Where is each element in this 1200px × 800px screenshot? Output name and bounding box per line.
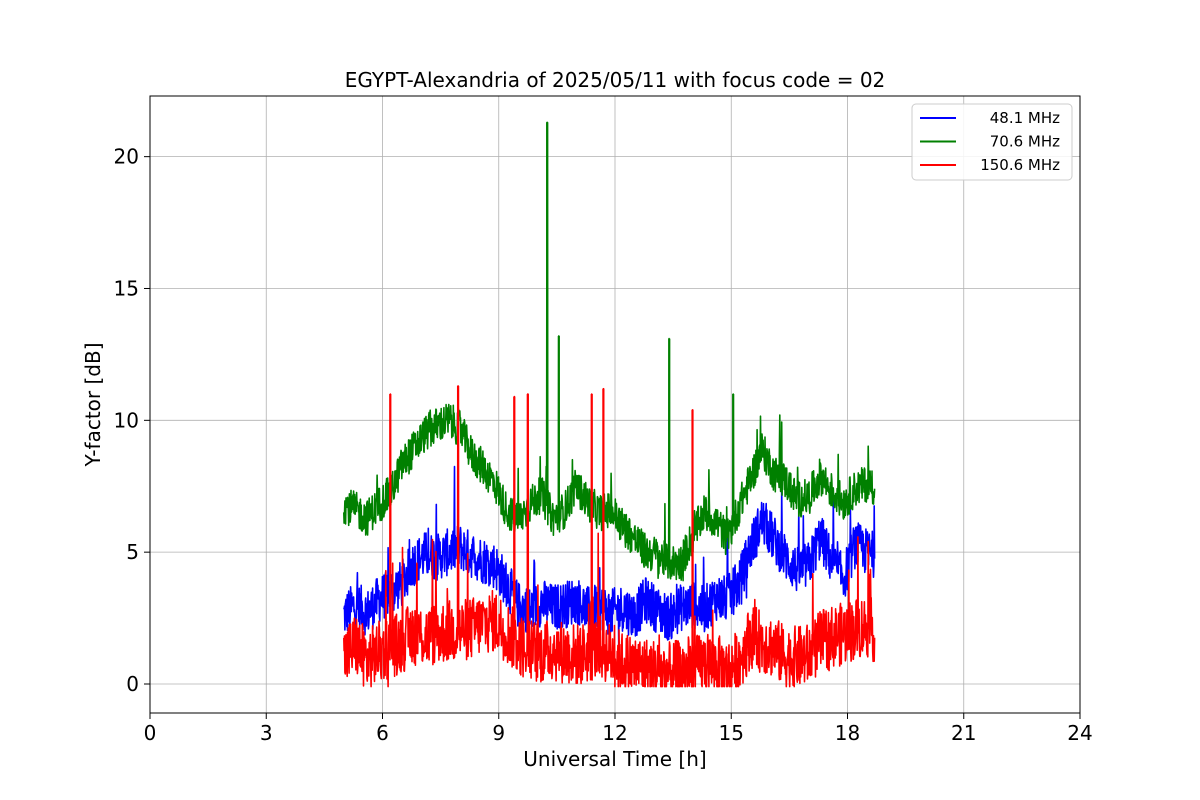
axis-ticks: 0 3 6 9 12 15 18 21 24 0 5 10 15 20 <box>114 145 1093 745</box>
y-tick-label: 15 <box>114 276 139 300</box>
y-tick-label: 0 <box>126 672 139 696</box>
legend-label: 70.6 MHz <box>990 133 1060 151</box>
x-tick-label: 18 <box>835 721 860 745</box>
legend-label: 48.1 MHz <box>990 109 1060 127</box>
y-axis-label: Y-factor [dB] <box>81 342 105 467</box>
x-tick-label: 3 <box>260 721 273 745</box>
x-tick-label: 9 <box>492 721 505 745</box>
legend-box <box>911 103 1073 181</box>
x-tick-label: 21 <box>951 721 976 745</box>
chart-title: EGYPT-Alexandria of 2025/05/11 with focu… <box>345 68 886 92</box>
x-tick-label: 24 <box>1067 721 1092 745</box>
x-axis-label: Universal Time [h] <box>523 747 706 771</box>
legend-label: 150.6 MHz <box>980 156 1060 174</box>
y-tick-label: 5 <box>126 540 139 564</box>
x-tick-label: 15 <box>719 721 744 745</box>
series-line-1 <box>343 121 876 582</box>
legend: 48.1 MHz 70.6 MHz 150.6 MHz <box>911 103 1073 181</box>
x-tick-label: 12 <box>602 721 627 745</box>
y-tick-label: 10 <box>114 408 139 432</box>
series-layer <box>343 121 876 688</box>
x-tick-label: 6 <box>376 721 389 745</box>
series-line-2 <box>343 385 876 688</box>
x-tick-label: 0 <box>144 721 157 745</box>
y-tick-label: 20 <box>114 145 139 169</box>
